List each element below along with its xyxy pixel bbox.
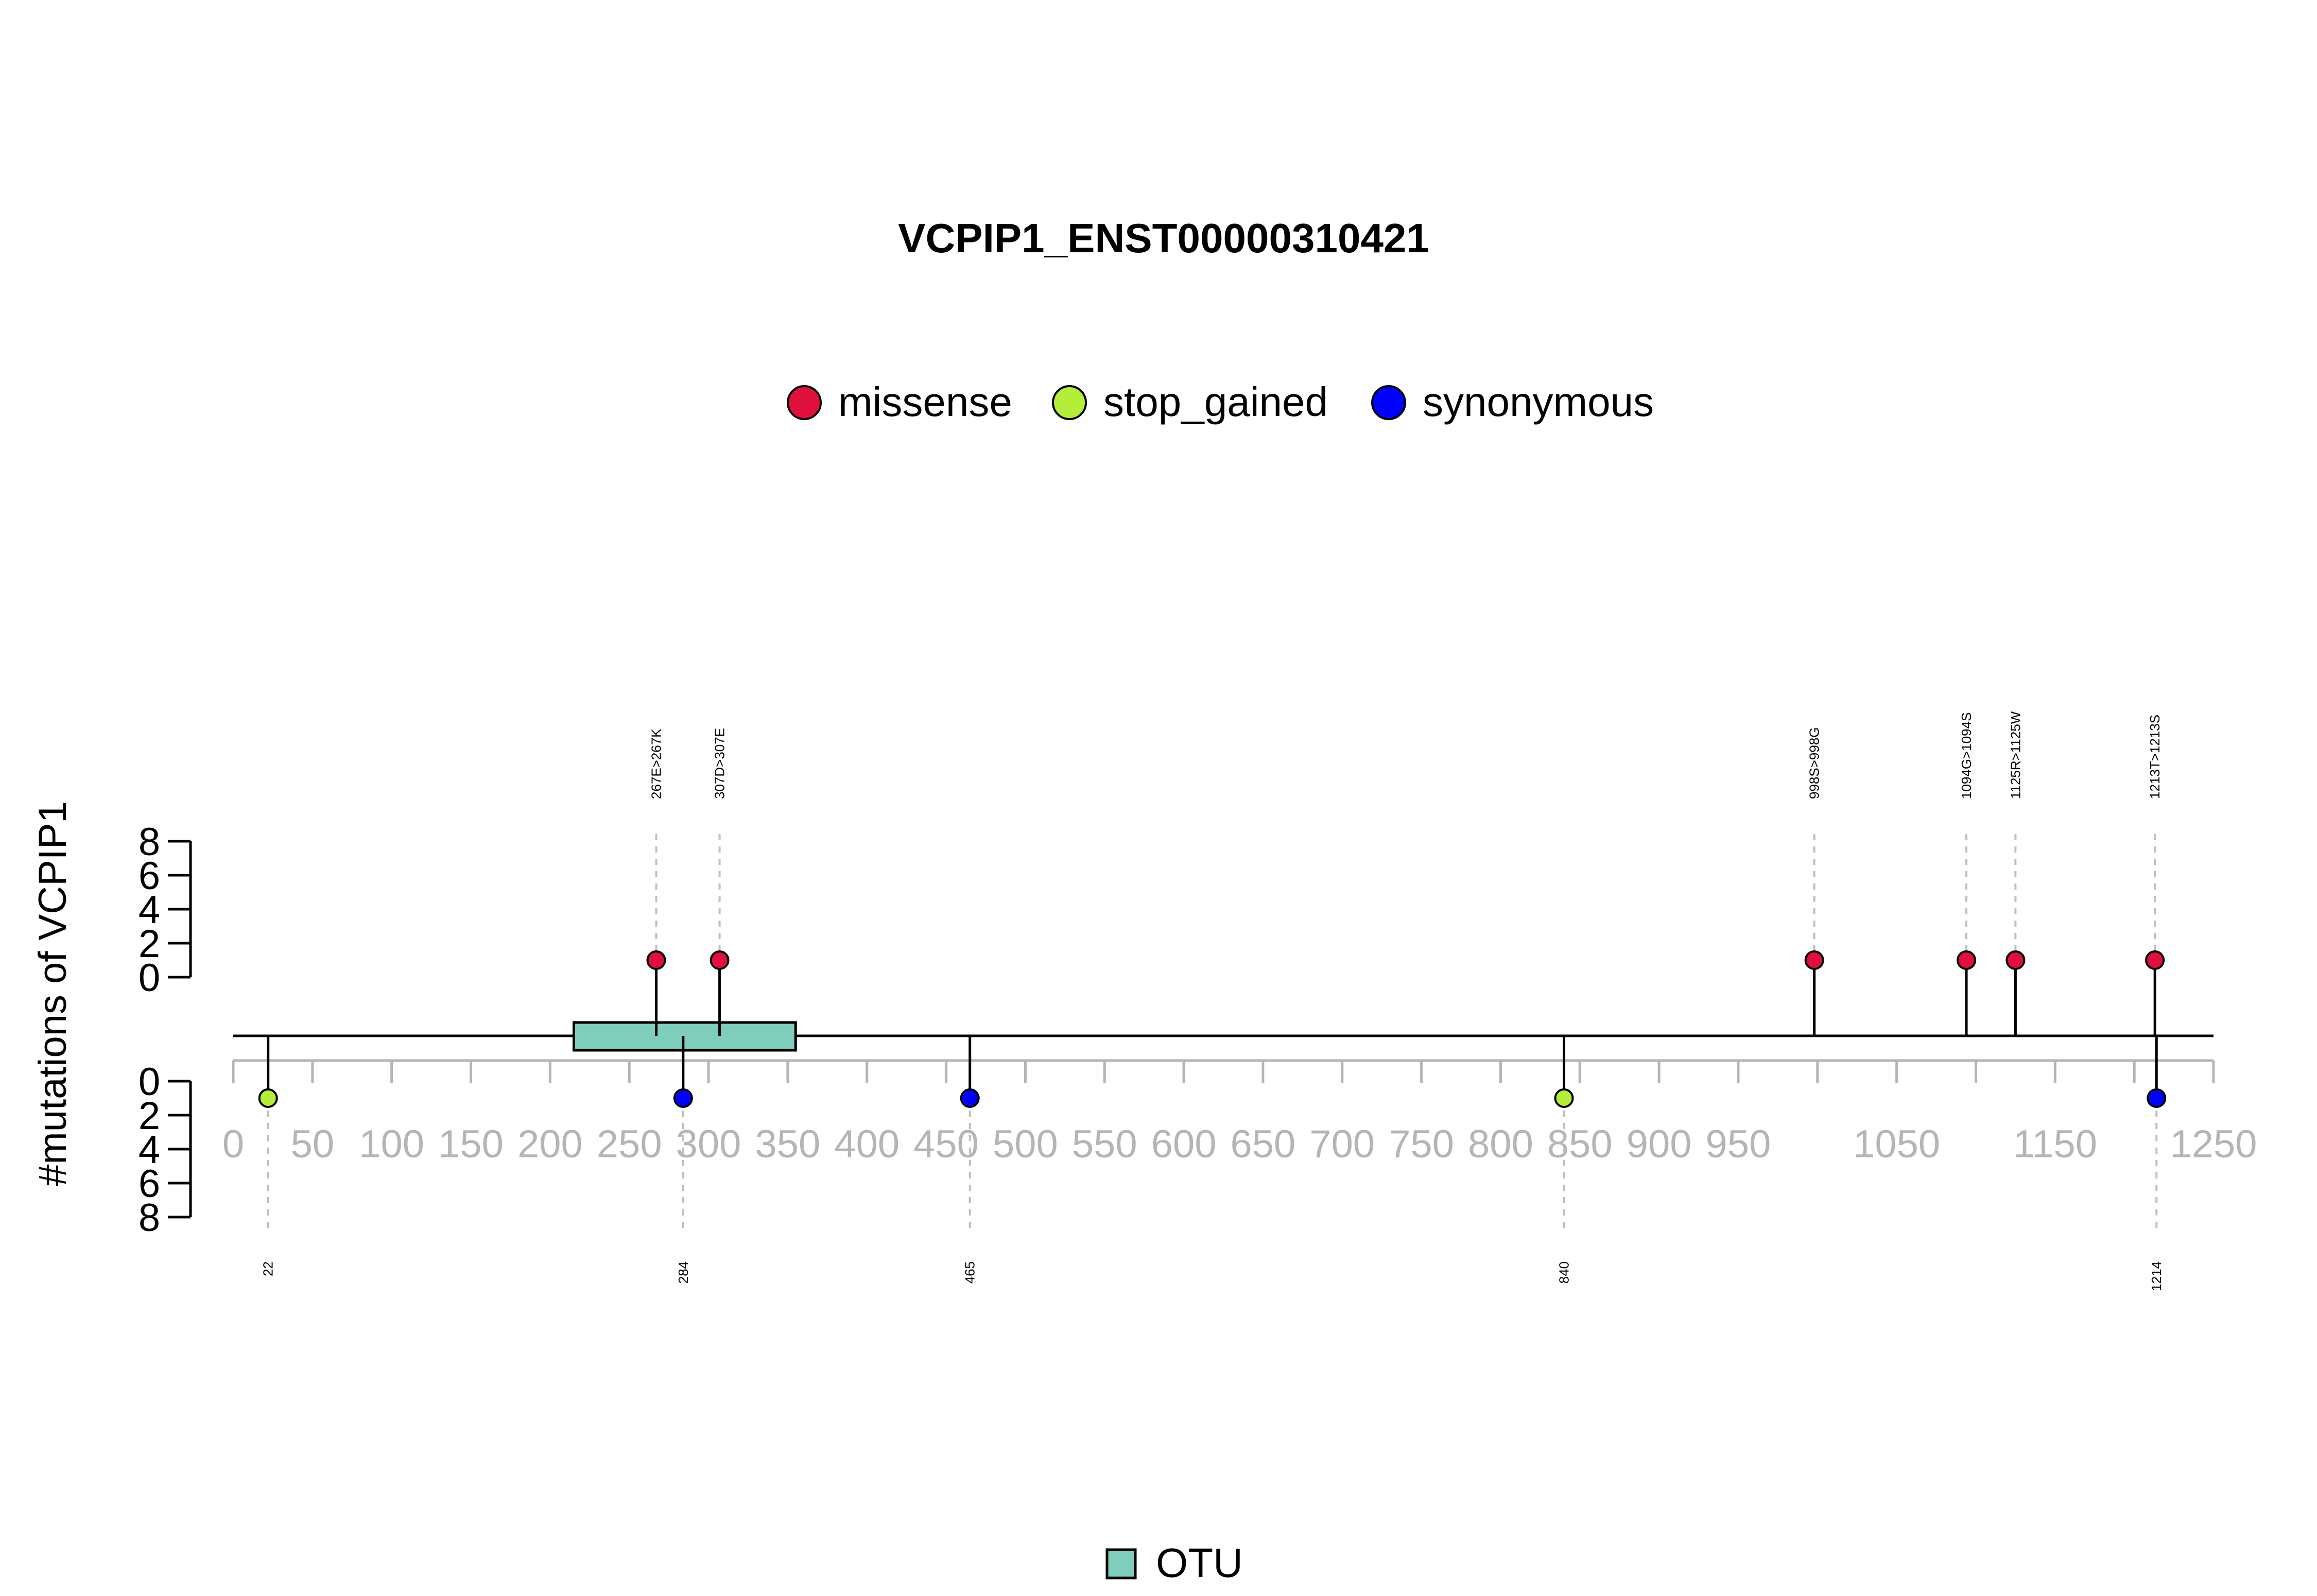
legend-marker-missense [787,385,822,420]
x-tick-label: 1050 [1853,1122,1940,1166]
x-tick-label: 700 [1309,1122,1375,1166]
domain-legend-label: OTU [1156,1540,1243,1586]
mutation-label: 1125R>1125W [2008,711,2023,799]
lollipop-head-missense [1957,950,1977,970]
x-tick-label: 750 [1389,1122,1454,1166]
x-tick-label: 800 [1468,1122,1533,1166]
x-tick-label: 400 [834,1122,900,1166]
x-tick-label: 350 [755,1122,820,1166]
lollipop-head-synonymous [960,1088,980,1108]
x-tick-label: 150 [438,1122,504,1166]
y-tick-label-top: 6 [139,854,160,898]
legend-marker-synonymous [1371,385,1406,420]
x-tick-label: 900 [1627,1122,1692,1166]
y-tick-label-bottom: 8 [139,1196,160,1240]
y-tick-label-top: 2 [139,922,160,966]
y-tick-label-bottom: 6 [139,1162,160,1206]
lollipop-head-missense [710,950,730,970]
lollipop-head-missense [2145,950,2165,970]
x-tick-label: 650 [1231,1122,1296,1166]
x-tick-label: 200 [517,1122,583,1166]
x-tick-label: 50 [291,1122,335,1166]
position-label: 22 [261,1261,276,1276]
lollipop-head-synonymous [673,1088,693,1108]
y-tick-label-top: 4 [139,888,160,932]
mutation-label: 1094G>1094S [1959,713,1974,799]
mutation-type-legend: missense stop_gained synonymous [787,379,1654,425]
x-tick-label: 550 [1072,1122,1137,1166]
y-tick-label-top: 0 [139,956,160,1000]
mutation-label: 267E>267K [649,728,664,799]
x-tick-label: 1250 [2170,1122,2257,1166]
y-tick-label-bottom: 4 [139,1128,160,1172]
y-axis-label: #mutations of VCPIP1 [31,801,75,1186]
y-tick-label-bottom: 2 [139,1094,160,1138]
x-tick-label: 250 [597,1122,662,1166]
x-axis: 0 50 100 150 200 250 300 350 400 450 500 550 600 650 7… [222,1059,2257,1166]
x-tick-label: 950 [1706,1122,1771,1166]
domain-legend-swatch [1105,1548,1137,1580]
lollipop-head-stop_gained [1554,1088,1574,1108]
x-tick-label: 850 [1547,1122,1613,1166]
x-tick-label: 0 [222,1122,244,1166]
mutation-label: 307D>307E [712,728,728,799]
lollipop-head-synonymous [2147,1088,2167,1108]
domain-legend: OTU [1105,1540,1243,1586]
legend-label-stop_gained: stop_gained [1103,379,1328,425]
y-tick-label-bottom: 0 [139,1060,160,1104]
x-tick-label: 500 [993,1122,1058,1166]
lollipops: 267E>267K 307D>307E 998S>998G 1094G>1094S 11… [258,711,2167,1291]
y-tick-label-top: 8 [139,820,160,864]
domains [573,1021,797,1052]
chart-title: VCPIP1_ENST00000310421 [898,215,1429,261]
mutation-label: 1213T>1213S [2147,715,2163,799]
position-label: 840 [1557,1261,1572,1283]
domain-OTU [573,1021,797,1052]
lollipop-head-stop_gained [258,1088,278,1108]
lollipop-head-missense [646,950,666,970]
x-tick-label: 100 [359,1122,424,1166]
x-tick-label: 600 [1151,1122,1217,1166]
legend-label-synonymous: synonymous [1423,379,1654,425]
lollipop-head-missense [2005,950,2026,970]
position-label: 465 [962,1261,978,1283]
legend-marker-stop_gained [1052,385,1087,420]
x-tick-label: 450 [913,1122,979,1166]
x-tick-label: 1150 [2013,1122,2097,1166]
position-label: 1214 [2149,1261,2164,1291]
legend-label-missense: missense [838,379,1012,425]
mutation-label: 998S>998G [1807,727,1822,799]
x-tick-label: 300 [676,1122,741,1166]
position-label: 284 [676,1261,691,1283]
lollipop-head-missense [1804,950,1824,970]
